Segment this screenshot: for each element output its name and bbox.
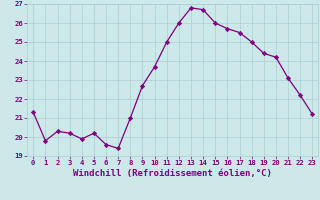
X-axis label: Windchill (Refroidissement éolien,°C): Windchill (Refroidissement éolien,°C) [73,169,272,178]
